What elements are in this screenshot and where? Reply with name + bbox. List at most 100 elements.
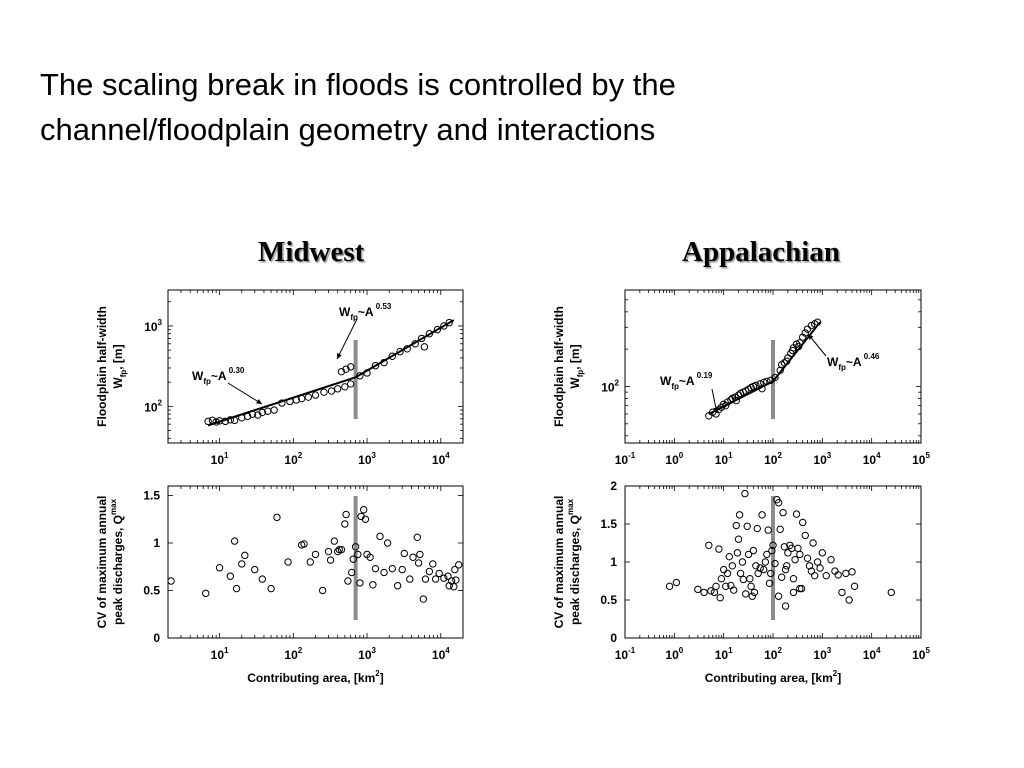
- data-point: [716, 594, 724, 602]
- data-point: [781, 565, 790, 574]
- data-point: [413, 533, 421, 541]
- data-point: [818, 549, 827, 557]
- data-point: [342, 510, 350, 519]
- data-point: [270, 406, 278, 414]
- data-point: [425, 330, 434, 338]
- data-point: [403, 345, 411, 353]
- data-point: [822, 571, 830, 580]
- data-point: [243, 412, 252, 421]
- data-point: [758, 511, 766, 519]
- data-point: [311, 550, 320, 559]
- data-point: [758, 384, 766, 393]
- data-point: [805, 562, 814, 570]
- data-point: [769, 541, 777, 549]
- y-tick-label: 102: [601, 378, 619, 394]
- data-point: [409, 553, 417, 561]
- data-point: [722, 582, 730, 591]
- data-point: [763, 550, 771, 559]
- data-point: [361, 515, 370, 523]
- y-axis-label-units: Wfp, [m]: [111, 344, 128, 388]
- midwest-floodplain-panel: 101 102 103 104 102 103 Wfp~A 0.30 Wfp~A 0.53 Fl…: [95, 289, 464, 467]
- data-point: [419, 595, 428, 603]
- data-point: [777, 573, 786, 581]
- data-point: [712, 582, 720, 591]
- data-point: [813, 558, 822, 566]
- data-point: [672, 578, 681, 587]
- data-point: [267, 584, 275, 593]
- data-point: [241, 551, 249, 560]
- x-tick-label: 100: [665, 646, 683, 662]
- y-tick-label: 0: [153, 631, 160, 645]
- data-point: [801, 531, 809, 540]
- data-point: [292, 396, 301, 404]
- data-point: [320, 388, 328, 396]
- data-point: [440, 322, 448, 330]
- data-point: [767, 569, 775, 578]
- data-point: [796, 339, 804, 347]
- data-point: [455, 561, 463, 569]
- x-axis-label: Contributing area, [km2]: [247, 669, 383, 685]
- y-axis-label-line2: peak discharges, Qmax: [566, 498, 582, 625]
- data-point: [734, 535, 743, 543]
- data-point: [794, 544, 802, 553]
- data-point: [723, 569, 732, 578]
- data-point: [215, 564, 224, 572]
- data-point: [722, 401, 730, 410]
- data-point: [733, 549, 742, 557]
- x-tick-label: 103: [358, 646, 376, 662]
- data-point: [771, 559, 779, 568]
- data-point: [356, 372, 364, 380]
- data-point: [756, 564, 764, 572]
- data-point: [719, 400, 728, 408]
- data-point: [796, 584, 804, 593]
- data-point: [756, 380, 764, 388]
- data-point: [719, 565, 728, 574]
- data-point: [789, 588, 798, 597]
- data-point: [794, 342, 803, 351]
- data-point: [435, 569, 443, 578]
- data-point: [450, 583, 458, 591]
- midwest-cv-panel: 101 102 103 104 0 0.5 1 1.5 CV of maximum annual…: [95, 485, 464, 685]
- data-point: [354, 550, 362, 559]
- data-point: [341, 520, 349, 528]
- data-point: [334, 385, 342, 393]
- data-point: [715, 545, 723, 553]
- data-point: [414, 559, 423, 567]
- data-point: [433, 325, 442, 334]
- data-point: [799, 518, 807, 527]
- y-axis-label-units: Wfp, [m]: [568, 344, 585, 388]
- data-point: [768, 546, 776, 555]
- data-point: [226, 572, 235, 580]
- data-point: [842, 569, 850, 578]
- data-point: [739, 575, 747, 584]
- data-point: [707, 587, 715, 595]
- data-point: [349, 555, 357, 563]
- plot-frame: [167, 289, 464, 444]
- data-point: [400, 549, 409, 558]
- data-point: [742, 590, 750, 598]
- x-tick-label: 102: [284, 451, 302, 467]
- annotation-arrowhead: [256, 398, 262, 404]
- data-point: [788, 346, 797, 355]
- x-tick-label: 101: [715, 451, 733, 467]
- data-point: [167, 577, 175, 585]
- x-tick-label: 101: [715, 646, 733, 662]
- x-tick-label: 104: [863, 646, 881, 662]
- y-tick-label: 1.5: [143, 489, 160, 503]
- annotation-arrow: [336, 318, 358, 360]
- data-point: [452, 576, 460, 584]
- data-point: [273, 513, 281, 522]
- data-point: [783, 357, 791, 365]
- data-point: [341, 383, 349, 391]
- data-point: [248, 410, 257, 418]
- data-point: [753, 524, 761, 533]
- x-tick-label: 101: [211, 451, 229, 467]
- annotation-arrowhead: [337, 353, 342, 359]
- data-point: [838, 588, 846, 597]
- data-point: [232, 584, 241, 593]
- appalachian-cv-panel: 10-1 100 101 102 103 104 105 0 0.5 1 1.5 2 CV of max…: [552, 479, 930, 685]
- data-point: [799, 333, 807, 341]
- data-point: [334, 547, 342, 556]
- data-point: [326, 556, 335, 564]
